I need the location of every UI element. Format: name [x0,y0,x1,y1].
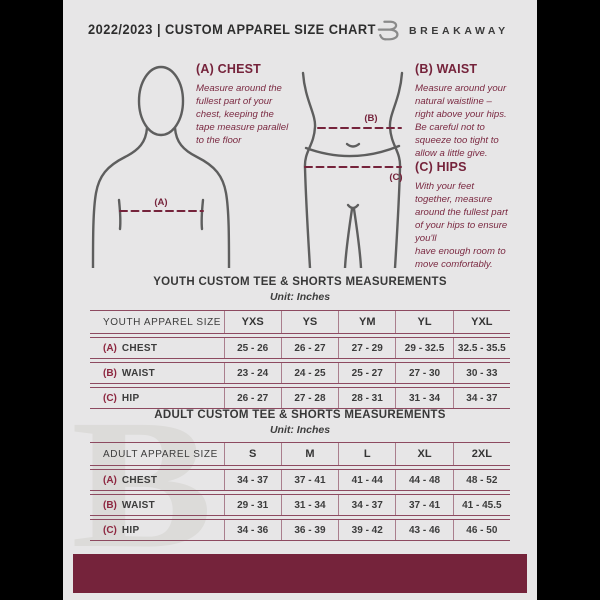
size-value: 25 - 26 [223,338,281,358]
brand-name: BREAKAWAY [409,25,509,37]
size-value: 37 - 41 [395,495,452,515]
row-marker: (B) [103,499,117,511]
size-chart-document: B 2022/2023 | CUSTOM APPAREL SIZE CHART … [63,0,537,600]
size-value: 32.5 - 35.5 [452,338,510,358]
youth-table-unit: Unit: Inches [269,291,331,303]
row-marker: (B) [103,367,117,379]
letterbox-right [537,0,600,600]
row-marker: (C) [103,524,117,536]
column-header: M [280,443,338,465]
adult-table-unit: Unit: Inches [269,424,331,436]
column-header: S [223,443,281,465]
row-label: (B) WAIST [90,495,224,515]
column-header: YM [338,311,395,333]
size-value: 26 - 27 [223,388,281,408]
column-header: YXL [452,311,510,333]
adult-table-header-row: ADULT APPAREL SIZE S M L XL 2XL [90,442,510,466]
size-value: 25 - 27 [338,363,395,383]
size-value: 31 - 34 [280,495,338,515]
size-value: 41 - 44 [338,470,395,490]
table-row-chest: (A) CHEST 34 - 37 37 - 41 41 - 44 44 - 4… [90,469,510,491]
size-value: 41 - 45.5 [452,495,510,515]
size-value: 37 - 41 [280,470,338,490]
size-value: 29 - 32.5 [395,338,452,358]
chest-guide: (A) CHEST Measure around the fullest par… [196,62,316,147]
size-value: 27 - 30 [395,363,452,383]
size-value: 48 - 52 [452,470,510,490]
youth-table-header-row: YOUTH APPAREL SIZE YXS YS YM YL YXL [90,310,510,334]
size-value: 36 - 39 [280,520,338,540]
size-value: 39 - 42 [338,520,395,540]
size-value: 34 - 37 [223,470,281,490]
size-value: 30 - 33 [452,363,510,383]
column-header: YS [280,311,338,333]
size-value: 27 - 28 [280,388,338,408]
hips-guide-heading: (C) HIPS [415,160,467,174]
column-header: ADULT APPAREL SIZE [103,448,218,460]
torso-diagram: (A) [91,65,231,268]
size-value: 44 - 48 [395,470,452,490]
hips-guide-text: With your feet together, measure around … [415,181,508,270]
size-value: 34 - 37 [338,495,395,515]
waist-guide: (B) WAIST Measure around your natural wa… [415,62,530,160]
footer-accent-bar [73,554,527,593]
brand-lockup: BREAKAWAY [377,18,509,44]
column-header: YXS [223,311,281,333]
chest-guide-text: Measure around the fullest part of your … [196,83,289,146]
row-label: (A) CHEST [90,470,224,490]
size-value: 26 - 27 [280,338,338,358]
row-measure-name: WAIST [121,367,156,379]
chest-marker-label: (A) [154,197,167,208]
breakaway-b-logo-icon [377,20,399,41]
row-label: (C) HIP [90,520,224,540]
size-value: 24 - 25 [280,363,338,383]
letterbox-left [0,0,63,600]
breakaway-watermark-logo: B [71,382,213,587]
size-value: 23 - 24 [223,363,281,383]
column-header: L [338,443,395,465]
column-header: 2XL [452,443,510,465]
hips-guide: (C) HIPS With your feet together, measur… [415,160,533,271]
size-value: 46 - 50 [452,520,510,540]
adult-size-table: ADULT APPAREL SIZE S M L XL 2XL (A) CHES… [90,442,510,544]
table-row-waist: (B) WAIST 23 - 24 24 - 25 25 - 27 27 - 3… [90,362,510,384]
waist-guide-text: Measure around your natural waistline – … [415,83,507,159]
waist-marker-label: (B) [364,113,377,124]
size-value: 43 - 46 [395,520,452,540]
hips-diagram: (B) (C) [301,71,404,268]
size-value: 31 - 34 [395,388,452,408]
row-label: (C) HIP [90,388,224,408]
row-measure-name: WAIST [121,499,156,511]
row-marker: (A) [103,342,117,354]
column-header: YOUTH APPAREL SIZE [103,316,222,328]
table-row-waist: (B) WAIST 29 - 31 31 - 34 34 - 37 37 - 4… [90,494,510,516]
youth-table-title: YOUTH CUSTOM TEE & SHORTS MEASUREMENTS [153,276,447,288]
size-value: 34 - 36 [223,520,281,540]
row-label: (A) CHEST [90,338,224,358]
waist-guide-heading: (B) WAIST [415,62,478,76]
column-header: XL [395,443,452,465]
row-measure-name: HIP [121,392,140,404]
size-value: 29 - 31 [223,495,281,515]
row-label: (B) WAIST [90,363,224,383]
page-title: 2022/2023 | CUSTOM APPAREL SIZE CHART [88,22,376,37]
row-measure-name: CHEST [121,342,158,354]
table-row-hip: (C) HIP 34 - 36 36 - 39 39 - 42 43 - 46 … [90,519,510,541]
row-measure-name: HIP [121,524,140,536]
size-value: 28 - 31 [338,388,395,408]
table-row-chest: (A) CHEST 25 - 26 26 - 27 27 - 29 29 - 3… [90,337,510,359]
row-measure-name: CHEST [121,474,158,486]
size-value: 27 - 29 [338,338,395,358]
column-header: YL [395,311,452,333]
chest-guide-heading: (A) CHEST [196,62,261,76]
row-marker: (A) [103,474,117,486]
size-value: 34 - 37 [452,388,510,408]
adult-table-title: ADULT CUSTOM TEE & SHORTS MEASUREMENTS [154,409,446,421]
hips-marker-label: (C) [389,172,402,183]
youth-size-table: YOUTH APPAREL SIZE YXS YS YM YL YXL (A) … [90,310,510,412]
row-marker: (C) [103,392,117,404]
table-row-hip: (C) HIP 26 - 27 27 - 28 28 - 31 31 - 34 … [90,387,510,409]
